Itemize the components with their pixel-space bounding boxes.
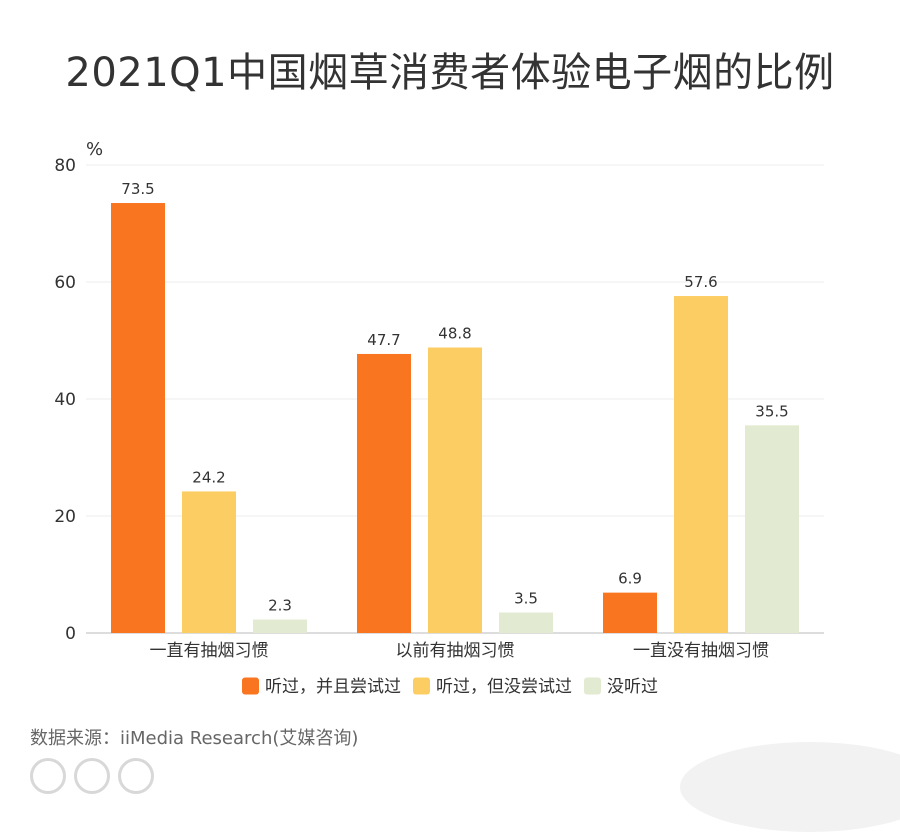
circle-icon [118, 758, 154, 794]
bar [357, 353, 411, 633]
data-label: 57.6 [684, 273, 717, 291]
x-tick-label: 一直有抽烟习惯 [150, 641, 269, 661]
decorative-circles [30, 758, 154, 794]
legend-label: 听过，但没尝试过 [436, 677, 572, 697]
y-tick-label: 40 [54, 390, 76, 410]
bar [182, 491, 236, 633]
y-tick-label: 20 [54, 507, 76, 527]
y-tick-label: 0 [65, 624, 76, 644]
y-axis-unit: % [86, 139, 103, 160]
legend-swatch [242, 677, 259, 695]
bar [499, 612, 553, 633]
data-label: 48.8 [438, 325, 471, 343]
data-label: 3.5 [514, 590, 538, 608]
data-label: 24.2 [192, 468, 225, 486]
bar [253, 619, 307, 633]
bar [745, 425, 799, 633]
x-tick-label: 以前有抽烟习惯 [396, 641, 515, 661]
legend-swatch [413, 677, 430, 695]
data-label: 73.5 [121, 180, 154, 198]
data-label: 6.9 [618, 570, 642, 588]
bar-chart: 0 20 40 60 80% 73.5 24.2 2.3 一直有抽烟习惯 47.7 48.8 3.5 以… [54, 139, 824, 697]
bar [603, 592, 657, 633]
data-label: 2.3 [268, 597, 292, 615]
bar [428, 347, 482, 633]
y-tick-label: 60 [54, 273, 76, 293]
legend-swatch [584, 677, 601, 695]
legend-label: 听过，并且尝试过 [265, 677, 401, 697]
circle-icon [30, 758, 66, 794]
data-label: 47.7 [367, 331, 400, 349]
bar [674, 296, 728, 633]
x-tick-label: 一直没有抽烟习惯 [633, 641, 769, 661]
circle-icon [74, 758, 110, 794]
data-source: 数据来源：iiMedia Research(艾媒咨询) [30, 728, 359, 749]
legend-label: 没听过 [607, 677, 658, 697]
y-tick-label: 80 [54, 156, 76, 176]
bar [111, 203, 165, 633]
data-label: 35.5 [755, 402, 788, 420]
chart-title: 2021Q1中国烟草消费者体验电子烟的比例 [65, 50, 835, 96]
